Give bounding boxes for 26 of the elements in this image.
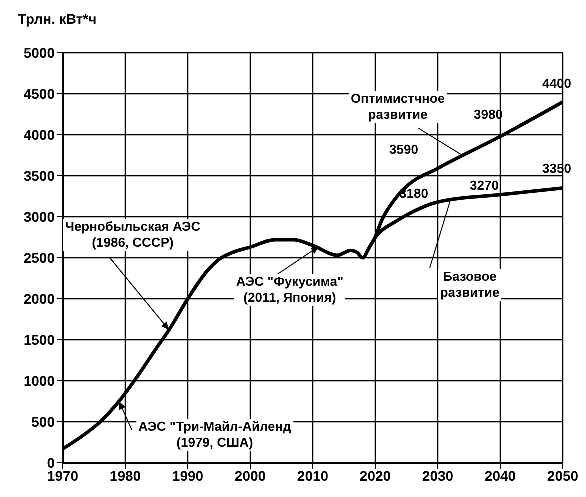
y-tick-label: 5000 [24,44,56,61]
x-tick-label: 2000 [234,468,266,484]
y-tick-label: 3000 [24,208,56,225]
y-tick-label: 1500 [24,332,56,348]
text: Оптимистчное развитие [350,91,446,123]
y-tick-label: 2500 [24,250,56,266]
x-tick-label: 2010 [297,468,329,484]
y-tick-label: 4500 [24,86,56,102]
y-tick-label: 2000 [24,290,56,307]
data-label: 3270 [469,178,500,193]
y-axis-title: Трлн. кВт*ч [18,11,97,27]
annotation: АЭС "Фукусима" (2011, Япония) [236,274,344,306]
x-tick-label: 2020 [360,468,392,484]
y-tick-label: 4000 [24,126,56,143]
annotation: АЭС "Три-Майл-Айленд (1979, США) [138,419,292,451]
x-tick-label: 1990 [172,468,204,484]
y-tick-label: 500 [32,414,56,430]
x-tick-label: 2030 [422,468,454,484]
annotation: Чернобыльская АЭС (1986, СССР) [65,219,201,251]
data-label: 3590 [388,142,420,157]
x-tick-label: 2040 [484,468,516,484]
text: Базовое развитие [440,269,500,301]
y-tick-label: 1000 [24,372,56,389]
x-tick-label: 1980 [110,468,142,484]
x-tick-label: 2050 [547,468,579,484]
y-tick-label: 3500 [24,168,56,184]
